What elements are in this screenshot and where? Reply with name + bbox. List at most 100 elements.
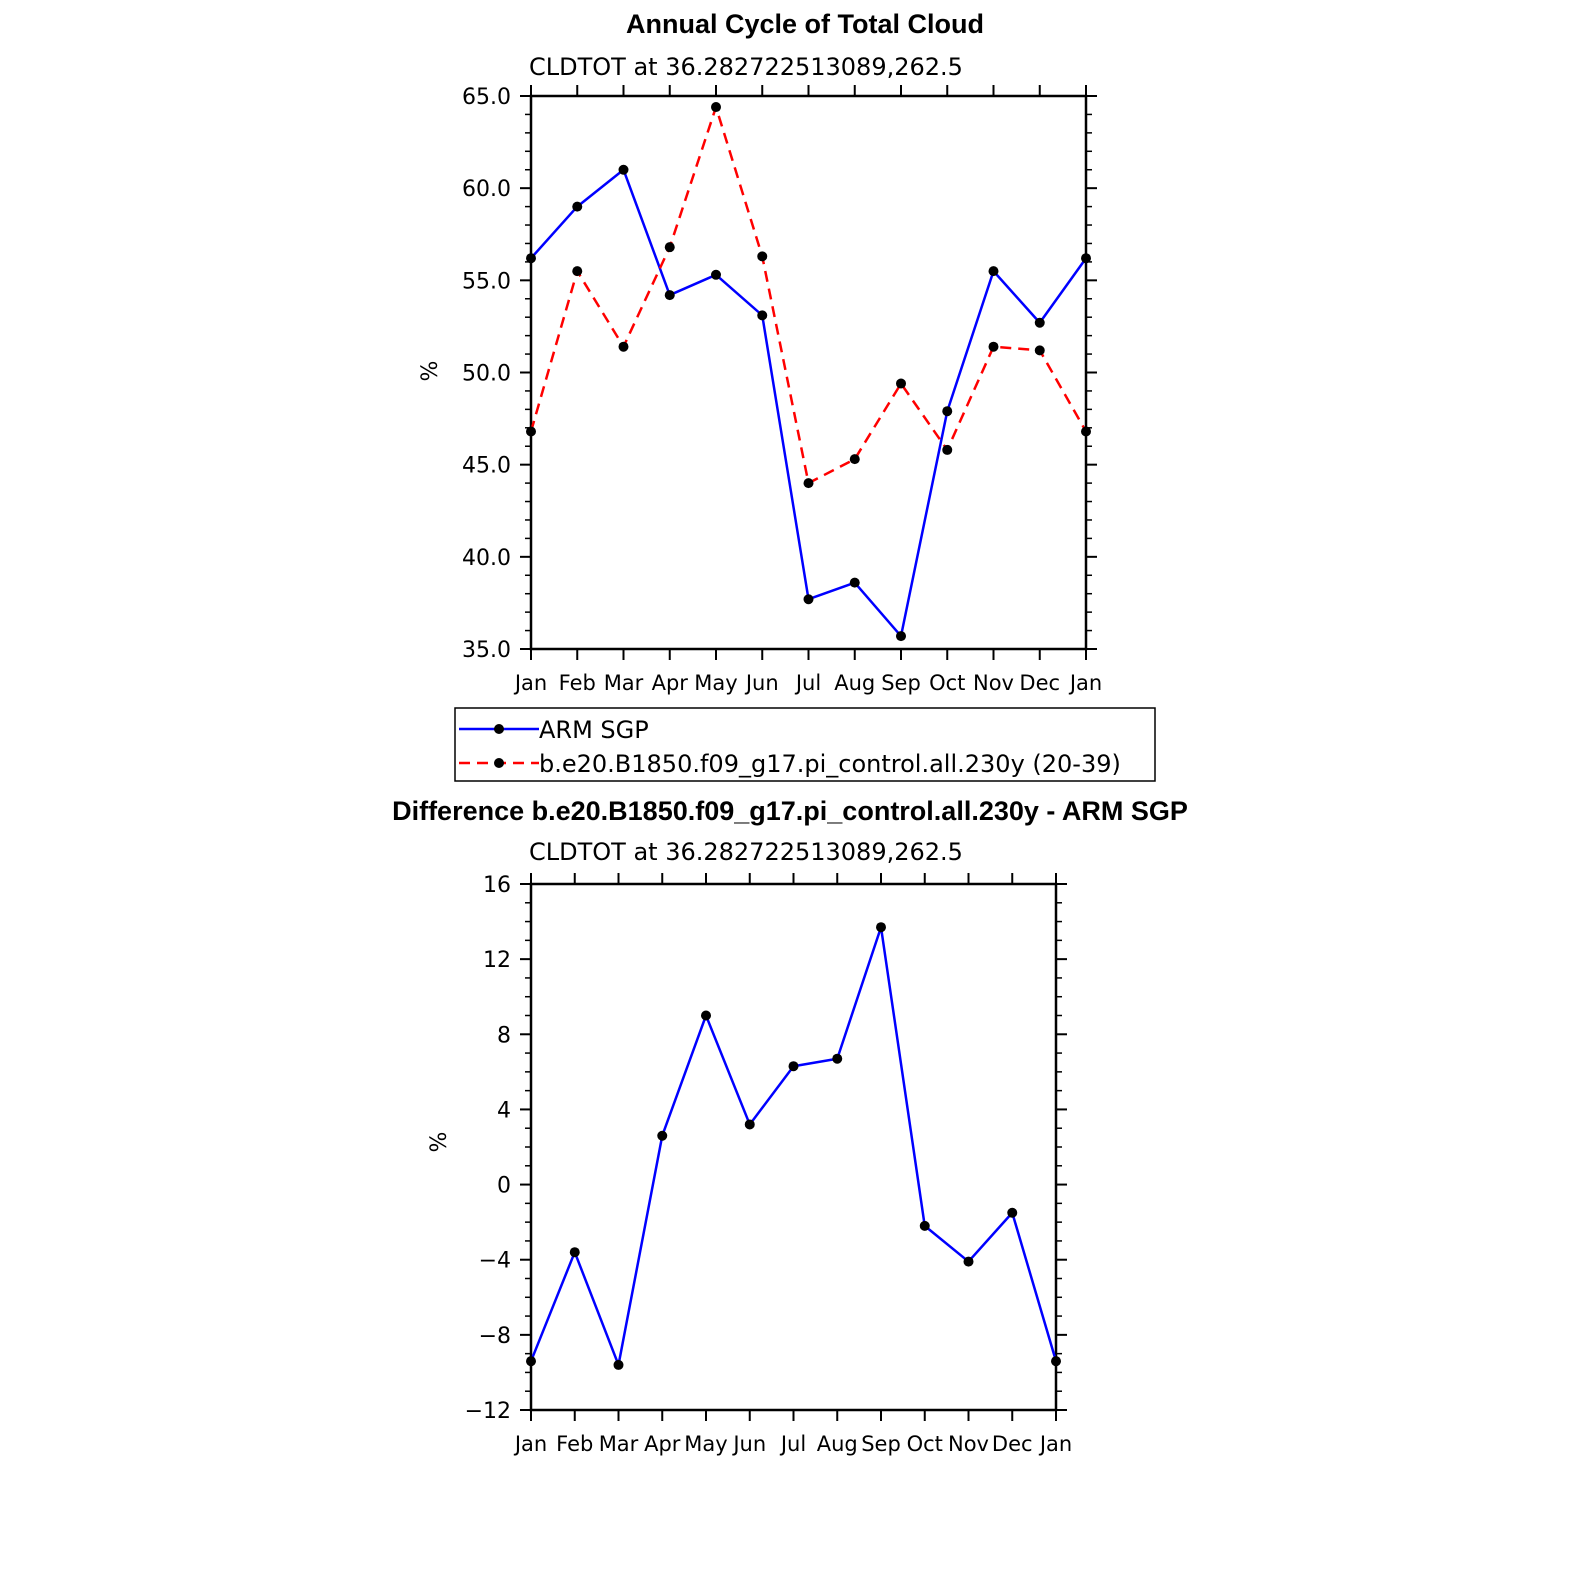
x-tick-label: Mar [604,671,644,695]
data-point [526,1356,536,1367]
data-point [1051,1356,1061,1367]
chart2-plot-area: Jan Feb Mar Apr May Jun Jul Aug Sep Oct Nov Dec Jan−… [465,873,1072,1456]
chart2-y-axis-label: % [427,1132,452,1153]
legend-label-model: b.e20.B1850.f09_g17.pi_control.all.230y … [539,750,1121,778]
series-line-0 [530,168,1088,638]
data-point [711,269,721,280]
data-point [942,444,953,455]
y-tick-label: 16 [483,873,511,898]
data-point [803,594,814,605]
y-tick-label: 55.0 [462,269,511,294]
x-tick-label: Jan [1068,671,1102,695]
data-point [757,251,768,262]
data-point [744,1119,755,1130]
data-point [1081,426,1091,437]
y-tick-label: 50.0 [462,362,511,387]
data-point [963,1256,974,1267]
x-tick-label: Jun [731,1432,766,1456]
x-tick-label: Jun [744,671,779,695]
data-point [988,266,999,277]
data-point [876,922,886,933]
y-tick-label: 0 [497,1174,511,1199]
data-point [849,577,860,588]
data-point [757,310,768,321]
data-point [1081,253,1091,264]
y-tick-label: 60.0 [462,177,511,202]
x-tick-label: Dec [992,1432,1033,1456]
plot-frame [529,882,1058,1412]
data-point [1034,345,1045,356]
data-point [618,341,629,352]
data-point [788,1061,799,1072]
x-tick-label: Apr [652,671,689,695]
chart1-y-axis-label: % [418,361,443,382]
chart1-subtitle: CLDTOT at 36.282722513089,262.5 [529,53,963,81]
data-point [572,201,583,212]
legend-box [454,707,1156,782]
chart1-legend: ARM SGP b.e20.B1850.f09_g17.pi_control.a… [454,707,1156,782]
chart2-title: Difference b.e20.B1850.f09_g17.pi_contro… [392,796,1188,826]
data-point [664,242,675,253]
data-point [988,341,999,352]
data-point [569,1247,580,1258]
x-tick-label: Jul [794,671,821,695]
x-tick-label: Feb [559,671,596,695]
plot-frame [529,94,1088,651]
y-tick-label: 8 [497,1023,511,1048]
x-tick-label: Apr [644,1432,681,1456]
x-tick-label: Sep [881,671,921,695]
y-tick-label: −8 [479,1324,511,1349]
data-point [832,1053,843,1064]
x-tick-label: Jan [1038,1432,1072,1456]
x-tick-label: Jan [513,1432,547,1456]
y-tick-label: 4 [497,1098,511,1123]
data-point [526,426,536,437]
x-tick-label: Nov [973,671,1014,695]
x-tick-label: Oct [907,1432,943,1456]
y-tick-label: 12 [483,948,511,973]
x-tick-label: Aug [834,671,875,695]
data-point [942,406,953,417]
series-line-0 [529,925,1058,1367]
x-tick-label: Sep [861,1432,901,1456]
legend-label-arm-sgp: ARM SGP [539,716,649,744]
data-point [1034,317,1045,328]
chart1-title: Annual Cycle of Total Cloud [626,9,984,39]
data-point [1007,1207,1018,1218]
y-tick-label: −12 [465,1399,511,1424]
x-tick-label: Jan [513,671,547,695]
y-tick-label: 65.0 [462,85,511,110]
data-point [896,378,906,389]
x-tick-label: Oct [929,671,965,695]
y-tick-label: −4 [479,1249,511,1274]
y-tick-label: 40.0 [462,546,511,571]
legend-marker-model [494,758,504,768]
x-tick-label: Mar [599,1432,639,1456]
data-point [657,1130,668,1141]
x-tick-label: May [694,671,737,695]
legend-marker-arm-sgp [494,724,504,734]
chart1-plot-area: Jan Feb Mar Apr May Jun Jul Aug Sep Oct Nov Dec Jan3… [462,85,1102,695]
x-tick-label: Dec [1019,671,1060,695]
x-tick-label: May [684,1432,727,1456]
y-tick-label: 45.0 [462,454,511,479]
data-point [896,631,906,642]
x-tick-label: Nov [948,1432,989,1456]
data-point [711,102,721,113]
data-point [613,1359,624,1370]
data-point [803,478,814,489]
data-point [849,454,860,465]
chart2-subtitle: CLDTOT at 36.282722513089,262.5 [529,838,963,866]
x-tick-label: Feb [556,1432,593,1456]
y-tick-label: 35.0 [462,638,511,663]
data-point [701,1010,711,1021]
data-point [572,266,583,277]
series-line-1 [529,105,1088,485]
data-point [919,1220,930,1231]
data-point [618,164,629,175]
data-point [526,253,536,264]
x-tick-label: Jul [779,1432,806,1456]
data-point [664,290,675,301]
x-tick-label: Aug [817,1432,858,1456]
